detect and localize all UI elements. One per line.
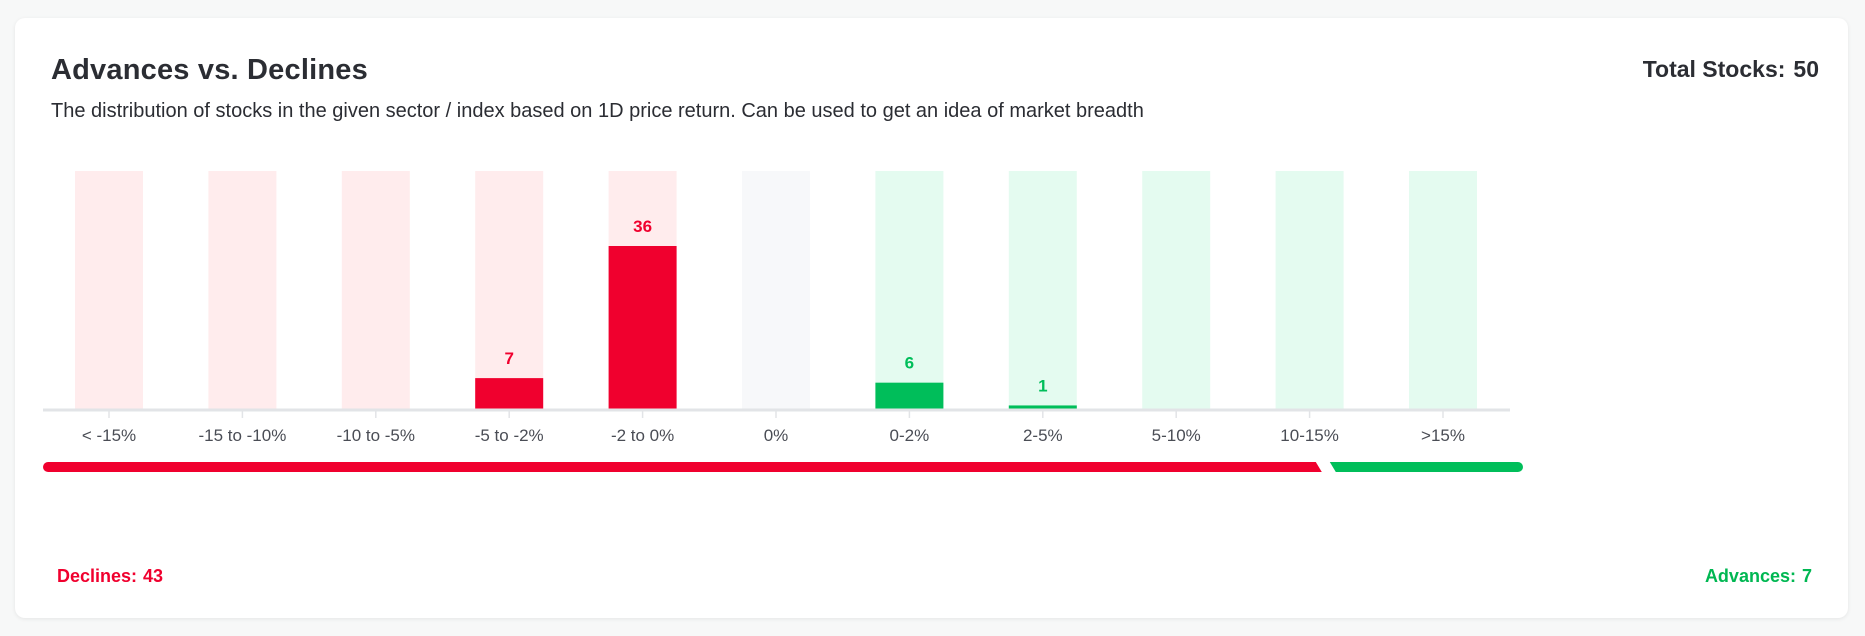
bar (608, 246, 677, 410)
bar (1008, 405, 1077, 410)
bar-background (208, 171, 277, 410)
chart-subtitle: The distribution of stocks in the given … (51, 100, 1144, 122)
advances-bar (1329, 462, 1523, 472)
bar-background (1275, 171, 1344, 410)
x-tick-label: 0-2% (890, 426, 930, 445)
bar-background (1142, 171, 1211, 410)
x-tick-label: 5-10% (1152, 426, 1201, 445)
bar (875, 382, 944, 410)
bar-background (341, 171, 410, 410)
bar (475, 378, 544, 410)
x-tick-label: 0% (764, 426, 789, 445)
x-tick-label: 2-5% (1023, 426, 1063, 445)
total-stocks-value: 50 (1793, 56, 1819, 82)
bar-background (742, 171, 810, 410)
x-tick-label: -15 to -10% (198, 426, 286, 445)
total-stocks: Total Stocks: 50 (1643, 56, 1819, 83)
bar-value-label: 36 (633, 217, 652, 236)
x-tick-label: -10 to -5% (337, 426, 415, 445)
advances-value: 7 (1801, 566, 1812, 586)
bar-value-label: 1 (1038, 376, 1047, 395)
advances-declines-card: Advances vs. Declines The distribution o… (15, 18, 1848, 618)
total-stocks-label: Total Stocks: (1642, 56, 1786, 82)
declines-bar (43, 462, 1322, 472)
bar-value-label: 6 (905, 354, 914, 373)
declines-summary: Declines: 43 (57, 566, 163, 587)
bar-background (1409, 171, 1477, 410)
bar-value-label: 7 (504, 349, 513, 368)
bar-background (475, 171, 544, 410)
x-tick-label: < -15% (82, 426, 136, 445)
chart-title: Advances vs. Declines (51, 54, 368, 86)
bar-background (1008, 171, 1077, 410)
x-tick-label: -2 to 0% (611, 426, 674, 445)
advances-summary: Advances: 7 (1705, 566, 1812, 587)
x-tick-label: -5 to -2% (475, 426, 544, 445)
declines-value: 43 (143, 566, 164, 586)
x-tick-label: 10-15% (1280, 426, 1339, 445)
bar-background (75, 171, 143, 410)
distribution-bar-chart: < -15% -15 to -10% -10 to -5% 7 -5 to -2% 36 -… (43, 171, 1510, 445)
x-tick-label: >15% (1421, 426, 1465, 445)
advances-label: Advances: (1704, 566, 1796, 586)
bar-background (875, 171, 944, 410)
market-breadth-bar (43, 462, 1523, 472)
declines-label: Declines: (57, 566, 138, 586)
